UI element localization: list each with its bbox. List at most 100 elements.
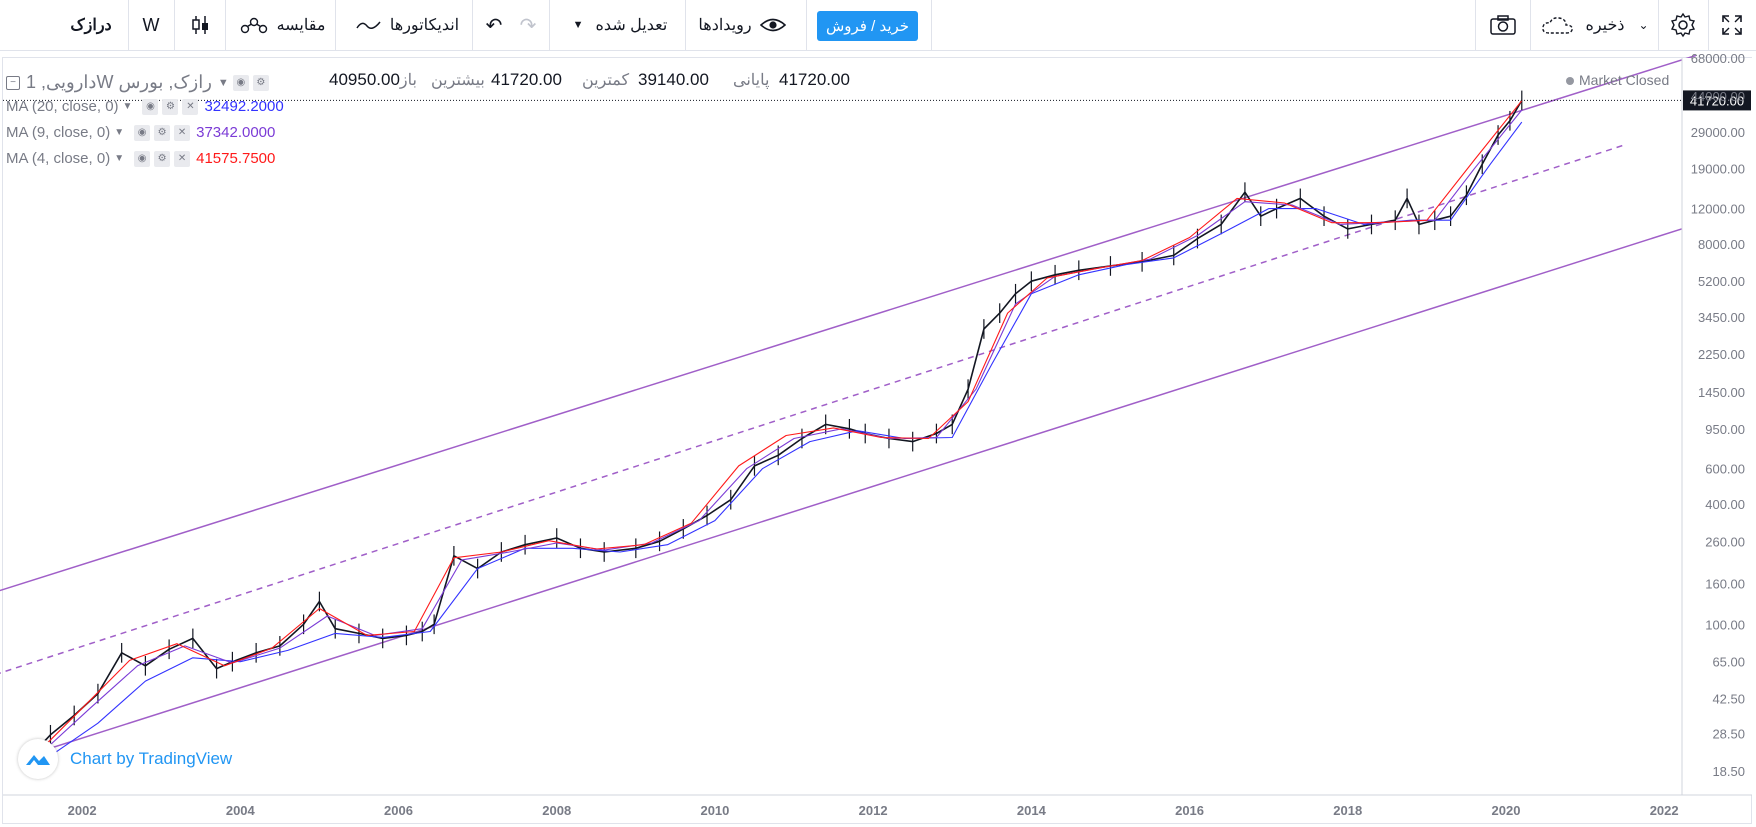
ohlc-close: پایانی xyxy=(733,70,769,90)
collapse-icon[interactable]: − xyxy=(6,75,20,90)
ma-label: MA (4, close, 0) xyxy=(6,150,111,167)
divider xyxy=(128,0,129,50)
open-label: باز xyxy=(399,72,417,89)
last-price-label: 41720.00 xyxy=(1690,93,1744,108)
divider xyxy=(174,0,175,50)
divider xyxy=(225,0,226,50)
ma-value: 41575.7500 xyxy=(196,150,276,167)
gear-icon[interactable]: ⚙ xyxy=(154,124,171,141)
visibility-icon[interactable]: ◉ xyxy=(134,150,151,167)
save-button[interactable]: ذخیره ⌄ xyxy=(1535,0,1655,50)
events-button[interactable]: رویدادها xyxy=(692,0,792,50)
ohlc-low: کمترین xyxy=(582,70,629,90)
chart-type-button[interactable] xyxy=(175,0,225,50)
y-tick-label: 42.50 xyxy=(1712,692,1745,707)
low-value: 39140.00 xyxy=(638,70,709,89)
gear-icon[interactable]: ⚙ xyxy=(252,74,269,91)
y-tick-label: 19000.00 xyxy=(1691,162,1745,177)
y-tick-label: 68000.00 xyxy=(1691,51,1745,66)
divider xyxy=(335,0,336,50)
ohlc-high-value: 41720.00 xyxy=(491,70,562,90)
y-tick-label: 65.00 xyxy=(1712,655,1745,670)
ohlc-high: بیشترین xyxy=(431,70,485,90)
symbol-title: 1 ,داروییW رازک, بورس xyxy=(26,72,212,92)
gear-icon[interactable]: ⚙ xyxy=(162,98,179,115)
snapshot-button[interactable] xyxy=(1478,0,1528,50)
adjustment-dropdown[interactable]: ▼ تعدیل شده xyxy=(560,0,680,50)
buy-sell-button[interactable]: خرید / فروش xyxy=(817,11,918,41)
divider xyxy=(931,0,932,50)
ma-series-line xyxy=(34,100,1523,757)
x-tick-label: 2018 xyxy=(1333,803,1362,818)
settings-button[interactable] xyxy=(1660,0,1706,50)
y-tick-label: 950.00 xyxy=(1705,422,1745,437)
x-tick-label: 2022 xyxy=(1650,803,1679,818)
ma-value: 32492.2000 xyxy=(204,98,284,115)
x-tick-label: 2006 xyxy=(384,803,413,818)
x-tick-label: 2020 xyxy=(1492,803,1521,818)
visibility-icon[interactable]: ◉ xyxy=(142,98,159,115)
symbol-legend: − 1 ,داروییW رازک, بورس ▼ ◉ ⚙ xyxy=(6,72,269,93)
status-dot-icon xyxy=(1566,77,1574,86)
x-tick-label: 2012 xyxy=(859,803,888,818)
tradingview-watermark[interactable]: Chart by TradingView xyxy=(18,739,232,779)
fullscreen-button[interactable] xyxy=(1710,0,1754,50)
compare-button[interactable]: مقایسه xyxy=(228,0,332,50)
camera-icon xyxy=(1490,15,1516,35)
y-tick-label: 18.50 xyxy=(1712,764,1745,779)
chevron-down-icon[interactable]: ▼ xyxy=(114,153,125,164)
market-status: Market Closed xyxy=(1566,72,1669,88)
series-layer xyxy=(30,90,1523,766)
ma-legend-row: MA (4, close, 0) ▼ ◉ ⚙ ✕ 41575.7500 xyxy=(6,150,275,167)
chevron-down-icon[interactable]: ▼ xyxy=(114,127,125,138)
events-label: رویدادها xyxy=(698,17,752,34)
interval-button[interactable]: W xyxy=(129,0,173,50)
chevron-down-icon[interactable]: ▼ xyxy=(122,101,133,112)
ohlc-low-value: 39140.00 xyxy=(638,70,709,90)
y-tick-label: 12000.00 xyxy=(1691,202,1745,217)
chevron-down-icon: ⌄ xyxy=(1638,18,1649,32)
symbol-button[interactable]: درازک xyxy=(56,0,126,50)
ma-label: MA (20, close, 0) xyxy=(6,98,119,115)
close-icon[interactable]: ✕ xyxy=(174,124,191,141)
x-tick-label: 2016 xyxy=(1175,803,1204,818)
y-tick-label: 44000.00 xyxy=(1691,89,1745,104)
ohlc-close-value: 41720.00 xyxy=(779,70,850,90)
redo-icon: ↷ xyxy=(519,14,537,37)
save-label: ذخیره xyxy=(1585,17,1625,34)
tradingview-logo-icon xyxy=(18,739,58,779)
divider xyxy=(1530,0,1531,50)
close-icon[interactable]: ✕ xyxy=(182,98,199,115)
gear-icon[interactable]: ⚙ xyxy=(154,150,171,167)
ma-legend-row: MA (9, close, 0) ▼ ◉ ⚙ ✕ 37342.0000 xyxy=(6,124,275,141)
y-tick-label: 3450.00 xyxy=(1698,310,1745,325)
top-toolbar: درازک W مقایسه اندیکاتورها ↶ xyxy=(0,0,1756,51)
channel-upper-line xyxy=(0,54,1697,592)
visibility-icon[interactable]: ◉ xyxy=(134,124,151,141)
visibility-icon[interactable]: ◉ xyxy=(232,74,249,91)
y-tick-label: 1450.00 xyxy=(1698,385,1745,400)
y-tick-label: 8000.00 xyxy=(1698,237,1745,252)
y-tick-label: 28.50 xyxy=(1712,726,1745,741)
symbol-label: درازک xyxy=(70,17,112,34)
ma-series-line xyxy=(42,109,1523,753)
close-icon[interactable]: ✕ xyxy=(174,150,191,167)
fullscreen-icon xyxy=(1722,15,1742,35)
ohlc-legend: 40950.00باز xyxy=(329,70,417,90)
market-status-label: Market Closed xyxy=(1579,72,1670,88)
divider xyxy=(1708,0,1709,50)
chevron-down-icon[interactable]: ▼ xyxy=(217,76,229,89)
x-tick-label: 2002 xyxy=(68,803,97,818)
y-tick-label: 400.00 xyxy=(1705,497,1745,512)
indicators-button[interactable]: اندیکاتورها xyxy=(345,0,470,50)
undo-button[interactable]: ↶ xyxy=(478,0,510,50)
x-tick-label: 2010 xyxy=(700,803,729,818)
chevron-down-icon: ▼ xyxy=(572,19,584,31)
y-tick-label: 600.00 xyxy=(1705,462,1745,477)
candles-icon xyxy=(192,16,208,34)
divider xyxy=(1658,0,1659,50)
ma-legend-row: MA (20, close, 0) ▼ ◉ ⚙ ✕ 32492.2000 xyxy=(6,98,284,115)
redo-button[interactable]: ↷ xyxy=(512,0,544,50)
y-tick-label: 29000.00 xyxy=(1691,125,1745,140)
